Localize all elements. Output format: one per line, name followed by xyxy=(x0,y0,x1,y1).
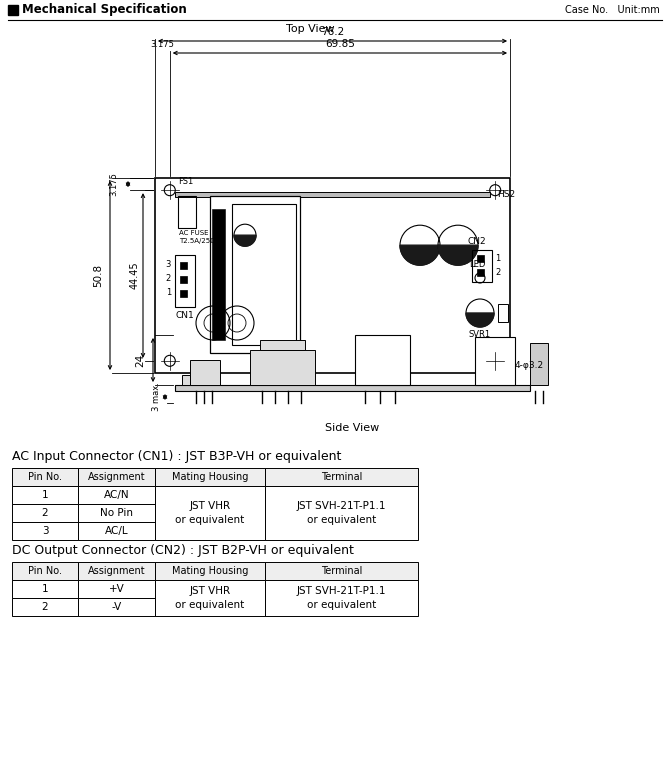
Text: Mating Housing: Mating Housing xyxy=(172,472,248,482)
Bar xyxy=(155,562,265,580)
Bar xyxy=(212,208,225,340)
Bar xyxy=(498,304,508,322)
Bar xyxy=(265,580,418,616)
Bar xyxy=(12,486,78,504)
Text: 3 max.: 3 max. xyxy=(152,383,161,412)
Text: +V: +V xyxy=(109,584,125,594)
Text: JST VHR
or equivalent: JST VHR or equivalent xyxy=(176,586,245,610)
Bar xyxy=(265,562,418,580)
Bar xyxy=(12,522,78,540)
Bar xyxy=(472,250,492,282)
Bar xyxy=(155,178,510,373)
Bar xyxy=(232,204,296,345)
Text: 76.2: 76.2 xyxy=(321,27,344,37)
Text: Pin No.: Pin No. xyxy=(28,566,62,576)
Text: JST SVH-21T-P1.1
or equivalent: JST SVH-21T-P1.1 or equivalent xyxy=(297,501,386,525)
Polygon shape xyxy=(466,313,494,327)
Bar xyxy=(12,504,78,522)
Text: AC Input Connector (CN1) : JST B3P-VH or equivalent: AC Input Connector (CN1) : JST B3P-VH or… xyxy=(12,450,342,463)
Text: LED: LED xyxy=(469,260,485,269)
Text: 3.175: 3.175 xyxy=(109,172,119,196)
Bar xyxy=(180,262,187,268)
Bar xyxy=(178,196,196,228)
Polygon shape xyxy=(400,245,440,265)
Bar xyxy=(190,360,220,385)
Bar xyxy=(78,522,155,540)
Text: AC/L: AC/L xyxy=(105,526,129,536)
Bar xyxy=(155,468,265,486)
Bar xyxy=(175,385,530,391)
Bar xyxy=(477,269,484,276)
Polygon shape xyxy=(438,245,478,265)
Text: Assignment: Assignment xyxy=(88,566,145,576)
Text: 69.85: 69.85 xyxy=(325,39,355,49)
Polygon shape xyxy=(234,235,256,246)
Text: Mechanical Specification: Mechanical Specification xyxy=(22,4,187,17)
Bar xyxy=(210,196,300,353)
Text: 4-φ3.2: 4-φ3.2 xyxy=(515,362,544,371)
Text: 1: 1 xyxy=(42,584,48,594)
Text: DC Output Connector (CN2) : JST B2P-VH or equivalent: DC Output Connector (CN2) : JST B2P-VH o… xyxy=(12,544,354,557)
Bar xyxy=(530,343,548,385)
Text: Mating Housing: Mating Housing xyxy=(172,566,248,576)
Bar xyxy=(78,468,155,486)
Text: AC FUSE
T2.5A/250V: AC FUSE T2.5A/250V xyxy=(179,230,219,243)
Text: JST SVH-21T-P1.1
or equivalent: JST SVH-21T-P1.1 or equivalent xyxy=(297,586,386,610)
Text: Top View: Top View xyxy=(285,24,334,34)
Bar xyxy=(260,340,305,350)
Text: 2: 2 xyxy=(42,602,48,612)
Text: 2: 2 xyxy=(495,268,500,277)
Text: 1: 1 xyxy=(165,288,171,297)
Bar xyxy=(78,486,155,504)
Bar xyxy=(78,504,155,522)
Bar xyxy=(12,580,78,598)
Bar xyxy=(477,255,484,262)
Bar xyxy=(12,562,78,580)
Bar xyxy=(155,486,265,540)
Bar xyxy=(175,193,490,197)
Text: AC/N: AC/N xyxy=(104,490,129,500)
Text: 3.175: 3.175 xyxy=(151,40,174,49)
Bar xyxy=(8,5,18,15)
Text: 24: 24 xyxy=(135,353,145,367)
Bar xyxy=(78,562,155,580)
Text: CN1: CN1 xyxy=(176,312,194,321)
Bar xyxy=(475,337,515,385)
Bar xyxy=(265,486,418,540)
Bar xyxy=(182,375,190,385)
Text: Case No.   Unit:mm: Case No. Unit:mm xyxy=(565,5,660,15)
Text: Side View: Side View xyxy=(326,423,380,433)
Text: 3: 3 xyxy=(42,526,48,536)
Bar xyxy=(78,580,155,598)
Text: Terminal: Terminal xyxy=(321,566,362,576)
Bar xyxy=(355,335,410,385)
Text: JST VHR
or equivalent: JST VHR or equivalent xyxy=(176,501,245,525)
Text: 3: 3 xyxy=(165,260,171,269)
Bar xyxy=(155,580,265,616)
Bar xyxy=(265,468,418,486)
Text: HS2: HS2 xyxy=(497,190,515,199)
Text: 1: 1 xyxy=(495,254,500,263)
Text: 2: 2 xyxy=(42,508,48,518)
Text: FS1: FS1 xyxy=(178,177,193,186)
Bar xyxy=(12,468,78,486)
Text: Pin No.: Pin No. xyxy=(28,472,62,482)
Text: 2: 2 xyxy=(165,274,171,283)
Bar xyxy=(180,275,187,283)
Bar xyxy=(175,255,195,306)
Text: -V: -V xyxy=(111,602,122,612)
Text: 1: 1 xyxy=(42,490,48,500)
Text: SVR1: SVR1 xyxy=(469,330,491,339)
Bar xyxy=(78,598,155,616)
Bar xyxy=(12,598,78,616)
Text: CN2: CN2 xyxy=(468,237,486,246)
Bar xyxy=(180,290,187,296)
Text: 44.45: 44.45 xyxy=(130,262,140,290)
Text: Terminal: Terminal xyxy=(321,472,362,482)
Text: 50.8: 50.8 xyxy=(93,264,103,287)
Text: Assignment: Assignment xyxy=(88,472,145,482)
Text: No Pin: No Pin xyxy=(100,508,133,518)
Bar xyxy=(250,350,315,385)
